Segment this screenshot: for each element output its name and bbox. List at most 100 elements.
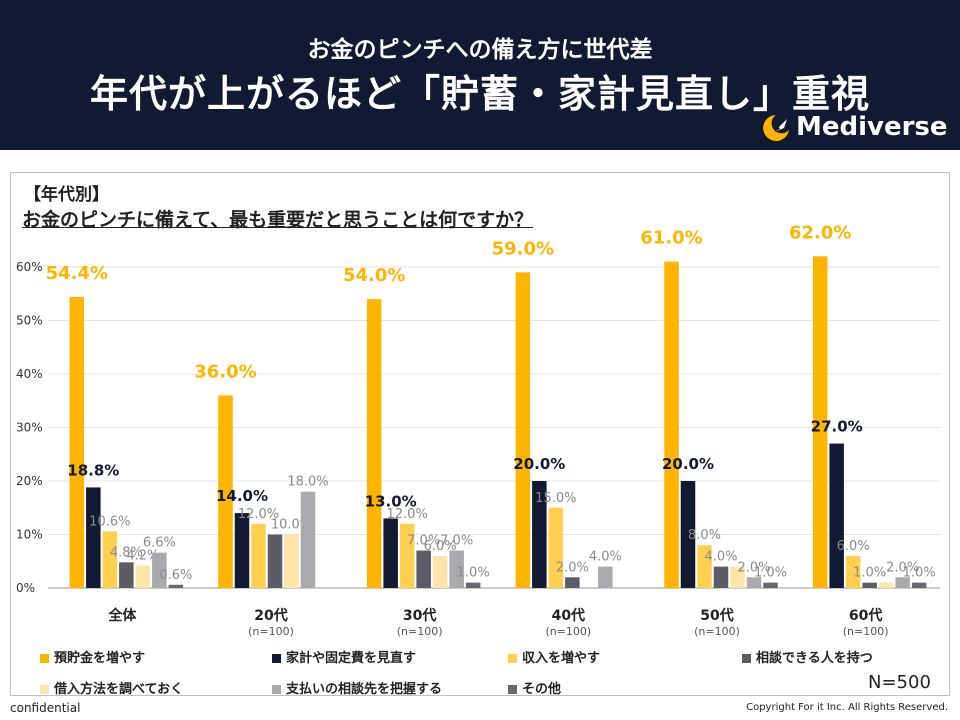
category-sublabel: (n=100) bbox=[843, 625, 889, 638]
bar bbox=[383, 518, 398, 588]
data-label: 14.0% bbox=[216, 487, 268, 505]
data-label: 12.0% bbox=[238, 507, 279, 522]
bar bbox=[878, 582, 894, 588]
bar bbox=[713, 566, 729, 588]
bar bbox=[449, 550, 464, 588]
data-label: 4.0% bbox=[589, 550, 622, 565]
bar bbox=[416, 550, 431, 588]
category-label: 30代 bbox=[403, 607, 436, 624]
sample-size-label: N=500 bbox=[868, 672, 931, 693]
data-label: 1.0% bbox=[853, 566, 886, 581]
page-subtitle: お金のピンチへの備え方に世代差 bbox=[307, 37, 653, 63]
data-label: 6.0% bbox=[837, 539, 870, 554]
bar bbox=[911, 582, 927, 588]
data-label: 4.2% bbox=[126, 549, 159, 564]
bar bbox=[598, 566, 613, 588]
data-label: 36.0% bbox=[194, 361, 256, 382]
y-tick-label: 20% bbox=[16, 474, 43, 488]
category-label: 40代 bbox=[552, 607, 585, 624]
bar bbox=[69, 296, 85, 588]
bar bbox=[680, 481, 696, 588]
bar bbox=[135, 565, 151, 588]
data-label: 20.0% bbox=[662, 455, 714, 473]
data-label: 12.0% bbox=[387, 507, 428, 522]
y-tick-label: 40% bbox=[16, 367, 43, 381]
data-label: 4.8% bbox=[110, 545, 143, 560]
bar bbox=[366, 299, 382, 588]
data-label: 15.0% bbox=[535, 491, 576, 506]
data-label: 1.0% bbox=[457, 566, 490, 581]
data-label: 62.0% bbox=[789, 222, 851, 243]
brand: Mediverse bbox=[760, 110, 955, 146]
y-tick-label: 10% bbox=[16, 528, 43, 542]
y-tick-label: 0% bbox=[16, 581, 35, 595]
confidential-label: confidential bbox=[10, 701, 81, 715]
data-label: 7.0% bbox=[407, 534, 440, 549]
bar bbox=[432, 555, 448, 588]
bar bbox=[251, 523, 266, 588]
bar bbox=[86, 487, 101, 588]
crescent-rocket-logo-icon bbox=[763, 115, 789, 141]
data-label: 27.0% bbox=[811, 418, 863, 436]
bar bbox=[267, 534, 283, 588]
data-label: 6.0% bbox=[424, 539, 457, 554]
bar bbox=[300, 491, 316, 588]
bar bbox=[565, 577, 580, 588]
question-text: お金のピンチに備えて、最も重要だと思うことは何ですか？ bbox=[22, 209, 534, 231]
data-label: 7.0% bbox=[440, 534, 473, 549]
bar bbox=[763, 582, 778, 588]
category-label: 20代 bbox=[254, 607, 287, 624]
data-label: 18.0% bbox=[287, 475, 328, 490]
y-tick-label: 30% bbox=[16, 421, 43, 435]
data-label: 61.0% bbox=[640, 228, 702, 249]
bar bbox=[284, 534, 299, 588]
bar bbox=[102, 531, 118, 588]
data-label: 4.0% bbox=[704, 550, 737, 565]
copyright-label: Copyright For it Inc. All Rights Reserve… bbox=[746, 702, 948, 713]
bar bbox=[895, 577, 910, 588]
data-label: 20.0% bbox=[513, 455, 565, 473]
category-label: 全体 bbox=[107, 607, 137, 624]
bar bbox=[152, 552, 167, 588]
category-sublabel: (n=100) bbox=[545, 625, 591, 638]
bar bbox=[730, 566, 745, 588]
data-label: 6.6% bbox=[143, 536, 176, 551]
bar bbox=[532, 481, 547, 588]
bar bbox=[697, 545, 712, 588]
bar bbox=[664, 261, 679, 588]
category-sublabel: (n=100) bbox=[694, 625, 740, 638]
data-label: 0.6% bbox=[159, 568, 192, 583]
bar bbox=[746, 577, 762, 588]
bar bbox=[812, 256, 828, 588]
category-label: 50代 bbox=[700, 607, 733, 624]
category-sublabel: (n=100) bbox=[397, 625, 443, 638]
brand-name: Mediverse bbox=[796, 112, 948, 142]
data-label: 2.0% bbox=[556, 560, 589, 575]
bar bbox=[548, 507, 564, 588]
category-label: 60代 bbox=[849, 607, 882, 624]
bar bbox=[399, 523, 415, 588]
data-label: 8.0% bbox=[688, 528, 721, 543]
data-label: 2.0% bbox=[737, 560, 770, 575]
bar bbox=[465, 582, 481, 588]
bar bbox=[829, 443, 844, 588]
page-title: 年代が上がるほど「貯蓄・家計見直し」重視 bbox=[89, 72, 870, 116]
y-tick-label: 60% bbox=[16, 260, 43, 274]
data-label: 1.0% bbox=[903, 566, 936, 581]
data-label: 18.8% bbox=[67, 461, 119, 479]
category-sublabel: (n=100) bbox=[248, 625, 294, 638]
bar bbox=[845, 555, 861, 588]
data-label: 10.6% bbox=[89, 514, 130, 529]
question-tag: 【年代別】 bbox=[24, 185, 109, 205]
chart-panel bbox=[10, 172, 950, 696]
y-tick-label: 50% bbox=[16, 314, 43, 328]
data-label: 54.4% bbox=[46, 263, 108, 284]
data-label: 2.0% bbox=[886, 560, 919, 575]
bar bbox=[515, 272, 531, 588]
bar bbox=[168, 584, 184, 588]
data-label: 1.0% bbox=[754, 566, 787, 581]
data-label: 54.0% bbox=[343, 265, 405, 286]
data-label: 59.0% bbox=[492, 238, 554, 259]
bar bbox=[862, 582, 877, 588]
